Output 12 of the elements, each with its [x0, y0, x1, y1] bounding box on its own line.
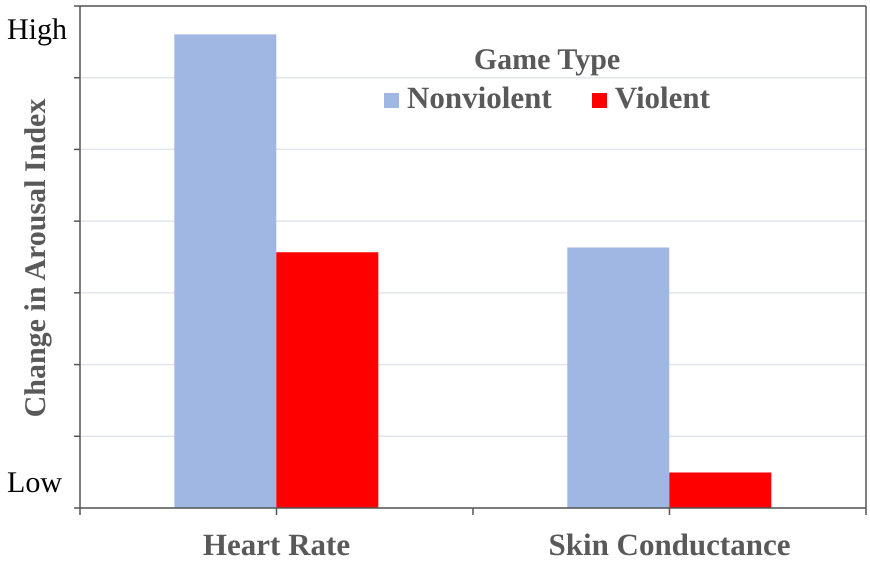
legend-label: Violent	[614, 79, 710, 117]
x-tick-label: Skin Conductance	[548, 527, 791, 562]
text: Low	[7, 466, 62, 499]
legend-label: Nonviolent	[407, 79, 552, 117]
text: High	[7, 13, 67, 46]
legend-title: Game Type	[472, 42, 622, 78]
bar	[174, 34, 276, 508]
x-tick-label: Heart Rate	[202, 527, 350, 562]
bar	[567, 248, 670, 508]
bar	[669, 472, 772, 508]
y-axis-title: Change in Arousal Index	[19, 98, 52, 418]
bar	[276, 252, 378, 508]
